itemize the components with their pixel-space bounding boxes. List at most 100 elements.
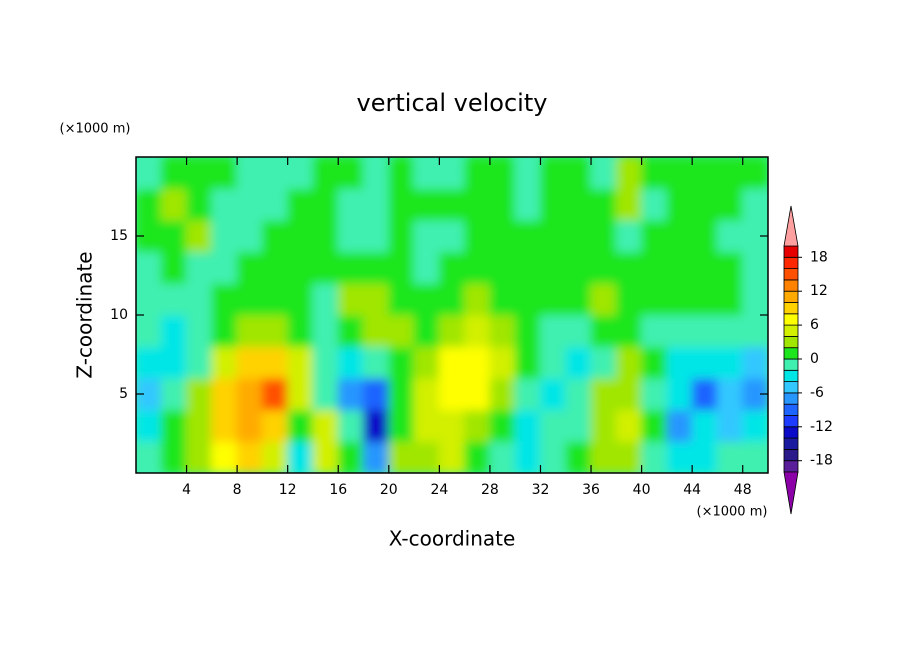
- field-cell: [388, 314, 415, 348]
- field-cell: [287, 346, 314, 379]
- field-cell: [590, 251, 617, 284]
- field-cell: [413, 377, 440, 411]
- field-cell: [337, 440, 365, 473]
- field-cell: [363, 314, 390, 348]
- field-cell: [590, 188, 617, 221]
- field-cell: [388, 440, 415, 473]
- field-cell: [615, 409, 643, 442]
- field-cell: [489, 377, 516, 411]
- field-cell: [337, 251, 365, 284]
- colorbar-box: [783, 415, 799, 428]
- field-cell: [539, 346, 567, 379]
- field-cell: [514, 251, 541, 284]
- field-cell: [489, 219, 516, 253]
- field-cell: [136, 409, 162, 442]
- field-cell: [160, 188, 188, 221]
- field-cell: [615, 346, 643, 379]
- colorbar-box: [783, 256, 799, 269]
- colorbar-box: [783, 335, 799, 349]
- field-cell: [287, 377, 314, 411]
- field-cell: [287, 251, 314, 284]
- field-cell: [666, 409, 693, 442]
- field-cell: [236, 251, 263, 284]
- field-cell: [615, 314, 643, 348]
- field-cell: [236, 377, 263, 411]
- colorbar-box: [783, 313, 799, 326]
- field-cell: [312, 377, 339, 411]
- colorbar-box: [783, 369, 799, 382]
- field-cell: [615, 251, 643, 284]
- field-cell: [464, 188, 491, 221]
- x-tick-label: 36: [582, 482, 600, 498]
- field-cell: [236, 346, 263, 379]
- colorbar-box: [783, 381, 799, 394]
- field-cell: [337, 314, 365, 348]
- colorbar-box: [783, 392, 799, 405]
- field-cell: [590, 157, 617, 190]
- field-cell: [464, 440, 491, 473]
- x-tick-label: 24: [430, 482, 448, 498]
- field-cell: [691, 251, 718, 284]
- x-axis-label: X-coordinate: [389, 527, 516, 551]
- field-cell: [388, 157, 415, 190]
- field-cell: [287, 157, 314, 190]
- field-cell: [565, 409, 592, 442]
- field-cell: [160, 440, 188, 473]
- colorbar-box: [783, 403, 799, 416]
- colorbar-tick-label: -6: [810, 385, 824, 401]
- field-cell: [211, 157, 238, 190]
- field-cell: [565, 440, 592, 473]
- field-cell: [438, 251, 466, 284]
- colorbar-box: [783, 268, 799, 281]
- colorbar-box: [783, 437, 799, 450]
- field-cell: [590, 409, 617, 442]
- colorbar-box: [783, 426, 799, 439]
- field-cell: [363, 219, 390, 253]
- colorbar-box: [783, 347, 799, 360]
- field-cell: [136, 251, 162, 284]
- field-cell: [691, 282, 718, 316]
- field-cell: [716, 314, 744, 348]
- field-cell: [261, 346, 289, 379]
- field-cell: [337, 346, 365, 379]
- field-cell: [388, 219, 415, 253]
- x-tick-label: 4: [182, 482, 191, 498]
- x-tick-label: 12: [279, 482, 297, 498]
- field-cell: [312, 440, 339, 473]
- x-tick-label: 32: [532, 482, 550, 498]
- field-cell: [186, 157, 213, 190]
- x-tick-label: 16: [329, 482, 347, 498]
- field-cell: [186, 377, 213, 411]
- field-cell: [312, 314, 339, 348]
- field-cell: [641, 251, 668, 284]
- field-cell: [716, 251, 744, 284]
- field-cell: [211, 251, 238, 284]
- field-cell: [539, 409, 567, 442]
- field-cell: [236, 314, 263, 348]
- field-cell: [742, 282, 768, 316]
- field-cell: [641, 219, 668, 253]
- field-cell: [160, 219, 188, 253]
- field-cell: [615, 188, 643, 221]
- x-tick-label: 40: [633, 482, 651, 498]
- field-cell: [716, 346, 744, 379]
- field-cell: [691, 219, 718, 253]
- field-cell: [514, 377, 541, 411]
- field-cell: [691, 157, 718, 190]
- field-cell: [742, 346, 768, 379]
- y-tick-label: 5: [119, 386, 128, 402]
- field-cell: [641, 157, 668, 190]
- field-cell: [742, 157, 768, 190]
- field-cell: [287, 440, 314, 473]
- x-tick-label: 8: [233, 482, 242, 498]
- field-cell: [539, 251, 567, 284]
- field-cell: [666, 219, 693, 253]
- field-cell: [211, 377, 238, 411]
- field-cell: [489, 157, 516, 190]
- field-cell: [211, 282, 238, 316]
- field-cell: [666, 282, 693, 316]
- field-cell: [539, 314, 567, 348]
- field-cell: [666, 157, 693, 190]
- field-cell: [539, 188, 567, 221]
